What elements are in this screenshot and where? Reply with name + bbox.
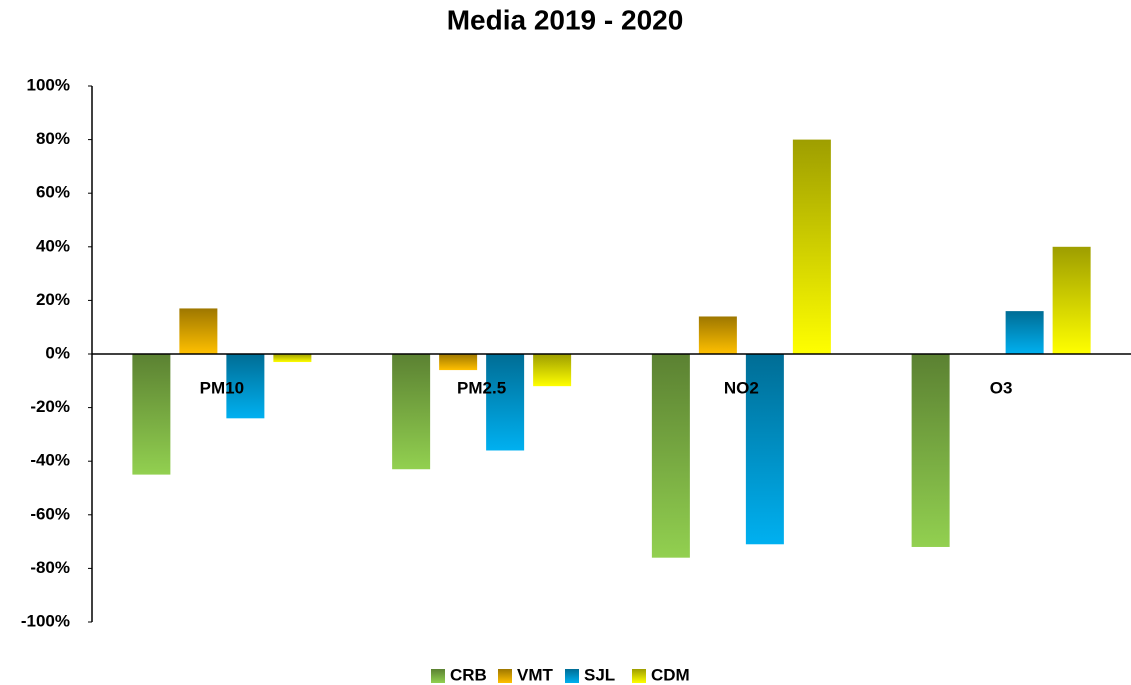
legend-swatch xyxy=(632,669,646,683)
bar xyxy=(132,354,171,475)
legend-label: VMT xyxy=(517,665,554,684)
y-tick-label: -60% xyxy=(30,504,70,523)
bar xyxy=(651,354,690,558)
x-tick-label: O3 xyxy=(990,378,1013,397)
legend-label: SJL xyxy=(584,665,615,684)
y-tick-label: 40% xyxy=(36,236,70,255)
chart-title: Media 2019 - 2020 xyxy=(447,4,684,35)
bar xyxy=(1005,311,1044,354)
y-tick-label: -100% xyxy=(21,611,70,630)
legend-swatch xyxy=(498,669,512,683)
y-tick-label: 0% xyxy=(45,343,70,362)
bar xyxy=(1052,246,1091,354)
y-tick-label: 80% xyxy=(36,129,70,148)
y-tick-label: -20% xyxy=(30,397,70,416)
bar xyxy=(745,354,784,545)
legend-label: CRB xyxy=(450,665,487,684)
legend-swatch xyxy=(565,669,579,683)
x-tick-label: PM10 xyxy=(200,378,244,397)
y-tick-label: 60% xyxy=(36,183,70,202)
bar xyxy=(226,354,265,419)
y-tick-label: 100% xyxy=(27,75,70,94)
bar xyxy=(273,354,312,363)
x-tick-label: NO2 xyxy=(724,378,759,397)
bar xyxy=(792,139,831,354)
y-tick-label: 20% xyxy=(36,290,70,309)
y-tick-label: -40% xyxy=(30,451,70,470)
bar xyxy=(392,354,431,470)
bar xyxy=(911,354,950,547)
bar xyxy=(533,354,572,387)
bar xyxy=(698,316,737,354)
bar xyxy=(439,354,478,371)
bar xyxy=(486,354,525,451)
legend-label: CDM xyxy=(651,665,690,684)
x-tick-label: PM2.5 xyxy=(457,378,506,397)
y-tick-label: -80% xyxy=(30,558,70,577)
bar xyxy=(179,308,218,354)
legend-swatch xyxy=(431,669,445,683)
